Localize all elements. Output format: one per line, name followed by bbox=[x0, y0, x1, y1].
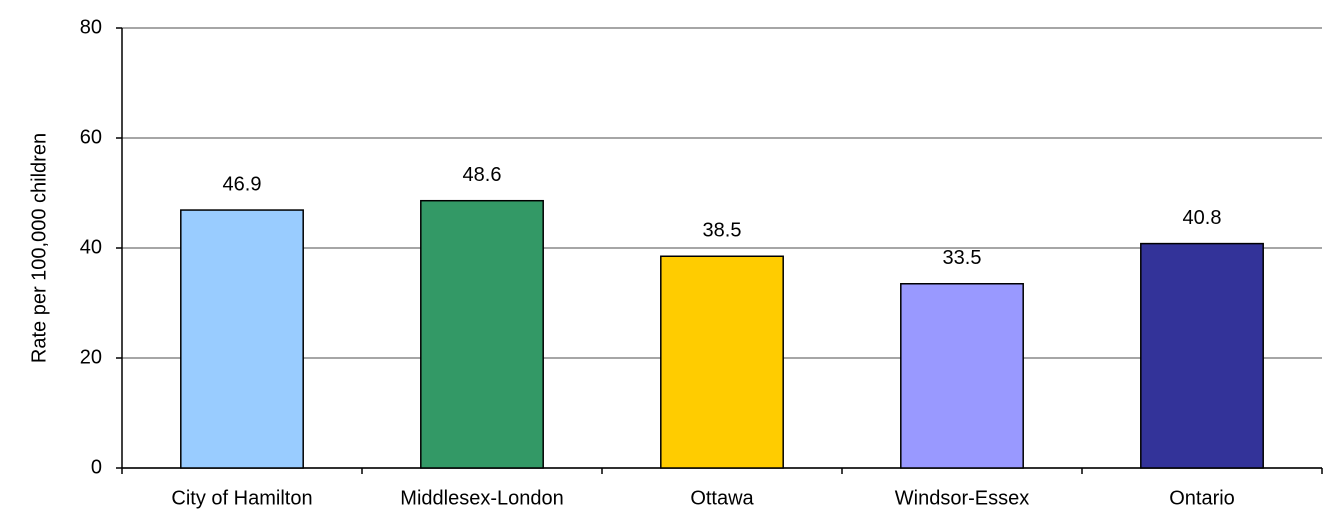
bar bbox=[660, 255, 784, 469]
x-tick-label: Windsor-Essex bbox=[895, 487, 1029, 509]
data-label: 40.8 bbox=[1183, 207, 1222, 229]
y-tick-label: 60 bbox=[80, 126, 102, 148]
data-label: 38.5 bbox=[703, 220, 742, 242]
bar bbox=[1140, 242, 1264, 469]
y-tick-label: 80 bbox=[80, 16, 102, 38]
data-label: 46.9 bbox=[223, 173, 262, 195]
data-label: 48.6 bbox=[463, 164, 502, 186]
y-tick-label: 40 bbox=[80, 236, 102, 258]
x-tick-label: Ottawa bbox=[690, 487, 754, 509]
x-tick-label: Middlesex-London bbox=[400, 487, 563, 509]
bar bbox=[900, 283, 1024, 469]
data-label: 33.5 bbox=[943, 247, 982, 269]
x-tick-label: City of Hamilton bbox=[171, 487, 312, 509]
bar bbox=[420, 199, 544, 469]
y-axis-label: Rate per 100,000 children bbox=[28, 133, 50, 363]
bar bbox=[180, 209, 304, 469]
x-tick-label: Ontario bbox=[1169, 487, 1235, 509]
y-tick-label: 0 bbox=[91, 456, 102, 478]
y-tick-label: 20 bbox=[80, 346, 102, 368]
